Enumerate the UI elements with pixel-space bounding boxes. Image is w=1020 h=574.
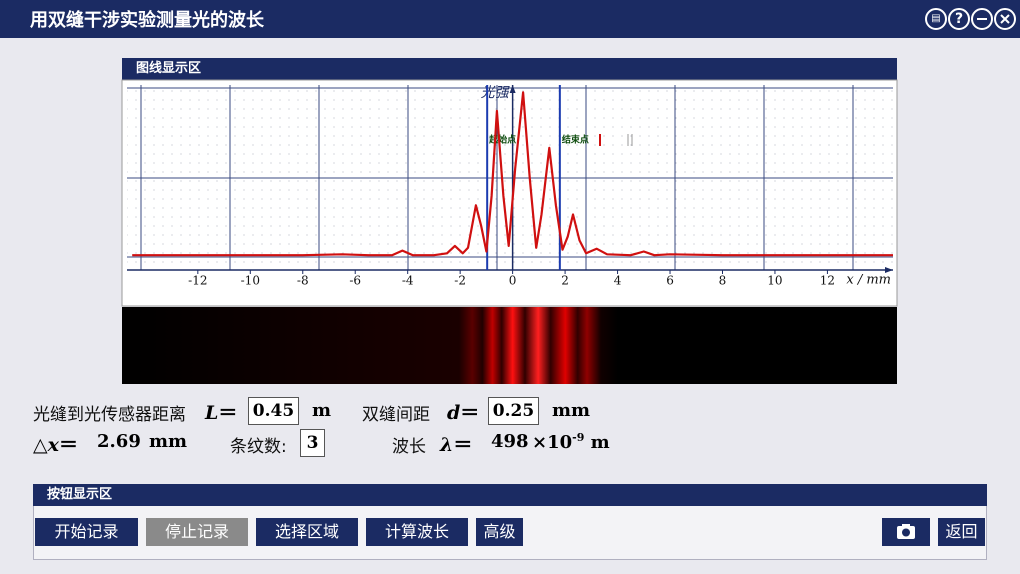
button-panel-header: 按钮显示区 [33, 484, 987, 506]
x-tick-label: -2 [454, 274, 466, 288]
select-button[interactable]: 选择区域 [256, 518, 358, 546]
minimize-button[interactable] [971, 8, 993, 30]
x-tick-label: 10 [767, 274, 782, 288]
d-input[interactable]: 0.25 [488, 397, 539, 425]
l-input[interactable]: 0.45 [248, 397, 299, 425]
dx-value: 2.69 [97, 431, 141, 452]
x-tick-label: 8 [719, 274, 727, 288]
dx-delta: △ [33, 434, 48, 456]
x-tick-label: 4 [614, 274, 622, 288]
title-bar [0, 0, 1020, 38]
help-button[interactable]: ? [948, 8, 970, 30]
camera-button[interactable] [882, 518, 930, 546]
x-tick-label: -6 [349, 274, 361, 288]
dx-symbol: △x＝ [33, 430, 78, 457]
marker-label: 起始点 [488, 134, 516, 146]
x-tick-label: -12 [188, 274, 207, 288]
fringes-label: 条纹数: [230, 437, 287, 457]
back-button[interactable]: 返回 [938, 518, 985, 546]
d-symbol-text: d [447, 402, 461, 424]
dx-eq: ＝ [58, 434, 78, 456]
advanced-button[interactable]: 高级 [476, 518, 523, 546]
doc-button[interactable]: ▤ [925, 8, 947, 30]
x-tick-label: 2 [561, 274, 569, 288]
x-tick-label: 6 [666, 274, 674, 288]
factor: ×10 [532, 432, 573, 453]
wavelength-unit: m [590, 432, 610, 453]
l-symbol-text: L [205, 402, 219, 424]
wavelength-symbol: λ＝ [440, 430, 472, 457]
minimize-icon [977, 18, 987, 20]
x-axis-arrow [885, 267, 893, 273]
wavelength-value: 498 [491, 431, 529, 452]
l-symbol: L＝ [205, 398, 237, 425]
d-unit: mm [552, 400, 591, 421]
x-tick-label: -10 [241, 274, 260, 288]
d-eq: ＝ [460, 402, 480, 424]
wavelength-factor: ×10-9 m [532, 431, 610, 453]
chart-panel-header: 图线显示区 [122, 58, 897, 80]
x-tick-label: -8 [297, 274, 309, 288]
y-axis-arrow [509, 85, 516, 93]
stop-button[interactable]: 停止记录 [146, 518, 248, 546]
x-axis-label: x / mm [846, 273, 891, 288]
exponent: -9 [572, 431, 585, 444]
l-eq: ＝ [218, 402, 238, 424]
window-title: 用双缝干涉实验测量光的波长 [30, 10, 264, 31]
wavelength-eq: ＝ [453, 434, 473, 456]
fringes-input[interactable]: 3 [300, 429, 325, 457]
start-button[interactable]: 开始记录 [35, 518, 138, 546]
x-tick-label: 0 [509, 274, 517, 288]
y-axis-label: 光强 [481, 85, 511, 101]
marker-label: 结束点 [562, 134, 589, 146]
lambda: λ [440, 434, 454, 456]
close-button[interactable] [994, 8, 1016, 30]
l-label: 光缝到光传感器距离 [33, 405, 186, 425]
fringe-image [122, 307, 897, 384]
x-tick-label: 12 [820, 274, 835, 288]
x-tick-label: -4 [402, 274, 414, 288]
close-icon [1000, 14, 1010, 24]
compute-button[interactable]: 计算波长 [366, 518, 468, 546]
dx-symbol-text: x [47, 434, 59, 456]
d-label: 双缝间距 [362, 405, 430, 425]
chart: 光强 x / mm -12 -10 -8 -6 -4 -2 0 2 4 6 8 10 12 起始点 结束点 [121, 79, 898, 384]
l-unit: m [312, 400, 332, 421]
intensity-curve [132, 91, 893, 257]
camera-icon [897, 524, 915, 539]
d-symbol: d＝ [447, 398, 479, 425]
dx-unit: mm [149, 431, 188, 452]
wavelength-label: 波长 [392, 437, 426, 457]
